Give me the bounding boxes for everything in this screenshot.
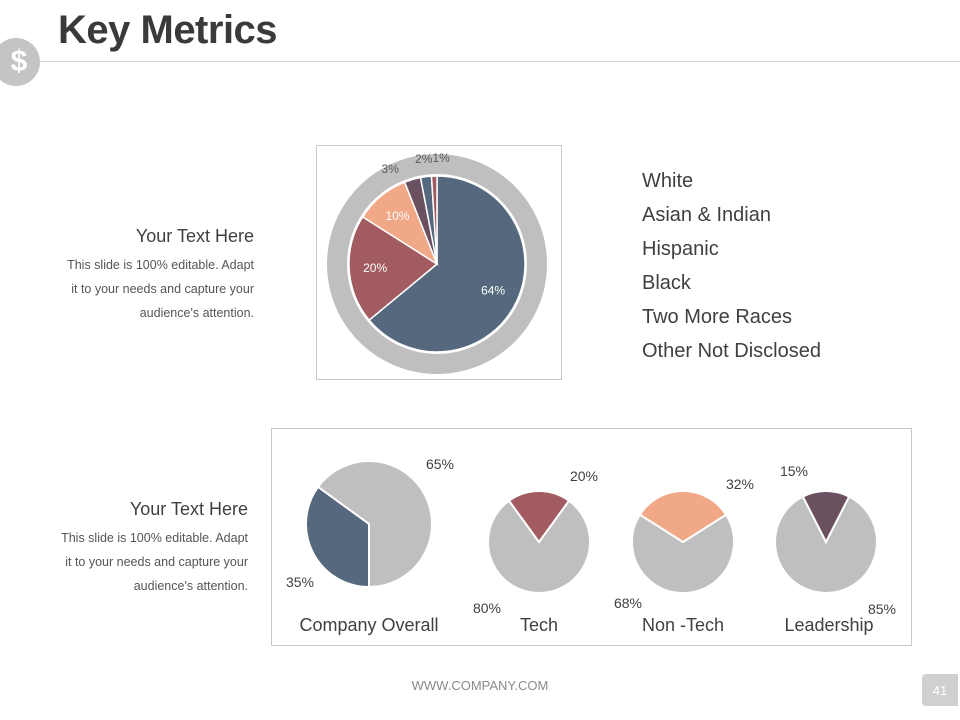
pie-title: Company Overall [299, 615, 438, 635]
pie-data-label: 68% [614, 595, 642, 611]
pie-slice-remainder [487, 499, 591, 594]
pie-tech: 20% 80% Tech [473, 468, 598, 635]
pie-data-label: 10% [385, 209, 409, 223]
main-chart-frame: 64% 20% 10% 3% 2% 1% [316, 145, 562, 380]
pie-title: Non -Tech [642, 615, 724, 635]
pie-slice-other-not-disclosed [430, 175, 438, 265]
pie-data-label: 20% [363, 261, 387, 275]
legend-item: Other Not Disclosed [642, 340, 821, 362]
footer-url: WWW.COMPANY.COM [411, 678, 549, 693]
pie-slice-remainder [631, 513, 735, 594]
segment-pie-charts: 35% 65% Company Overall 20% 80% Tech 32% 68%Non… [286, 456, 896, 635]
pie-slice-remainder [774, 495, 878, 594]
text-line: it to your needs and capture your [71, 282, 254, 296]
legend-item: Asian & Indian [642, 204, 771, 226]
diversity-pie-chart: 64% 20% 10% 3% 2% 1% [327, 151, 547, 374]
pie-data-label: 3% [382, 162, 400, 176]
pie-data-label: 64% [481, 283, 505, 297]
pie-company-overall: 35% 65% Company Overall [286, 456, 454, 635]
pie-slice-highlighted [801, 490, 851, 545]
pie-slice-white [368, 175, 526, 353]
pie-data-label: 2% [415, 152, 433, 166]
text-line: This slide is 100% editable. Adapt [67, 258, 254, 272]
legend-item: Two More Races [642, 306, 793, 328]
segment-charts-frame: 35% 65% Company Overall 20% 80% Tech 32% 68% Non… [271, 428, 912, 646]
dollar-icon: $ [0, 38, 40, 86]
pie-slice-asian-indian [348, 215, 439, 322]
pie-data-label: 15% [780, 463, 808, 479]
pie-data-label: 35% [286, 574, 314, 590]
pie-slice-highlighted [305, 485, 370, 589]
text-line: audience's attention. [133, 579, 248, 593]
pie-leadership: 15% 85%Leadership [774, 463, 896, 635]
pie-data-label: 32% [726, 476, 754, 492]
pie-data-label: 80% [473, 600, 501, 616]
legend-item: Hispanic [642, 238, 719, 260]
pie-title: Tech [520, 615, 558, 635]
text-line: audience's attention. [139, 306, 254, 320]
pie-data-label: 20% [570, 468, 598, 484]
pie-non-tech: 32% 68%Non -Tech [614, 476, 754, 635]
legend-item: Black [642, 272, 691, 294]
pie-title: Leadership [784, 615, 873, 635]
text-block-body: This slide is 100% editable. Adapt it to… [40, 253, 254, 325]
pie-slice-highlighted [638, 490, 728, 544]
legend-item: White [642, 170, 694, 192]
pie-slice-remainder [316, 460, 433, 589]
chart-legend: White Asian & Indian Hispanic Black Two … [642, 168, 821, 372]
page-number: 41 [922, 674, 958, 706]
pie-slice-highlighted [507, 490, 571, 544]
title-divider [40, 61, 960, 62]
text-block-top: Your Text Here This slide is 100% editab… [40, 226, 254, 325]
pie-data-label: 1% [432, 151, 450, 165]
pie-data-label: 85% [868, 601, 896, 617]
pie-data-label: 65% [426, 456, 454, 472]
text-block-heading: Your Text Here [129, 499, 248, 519]
text-block-heading: Your Text Here [135, 226, 254, 246]
text-block-bottom: Your Text Here This slide is 100% editab… [34, 499, 248, 598]
text-block-body: This slide is 100% editable. Adapt it to… [34, 526, 248, 598]
text-line: This slide is 100% editable. Adapt [61, 531, 248, 545]
text-line: it to your needs and capture your [65, 555, 248, 569]
page-title: Key Metrics [58, 8, 278, 52]
